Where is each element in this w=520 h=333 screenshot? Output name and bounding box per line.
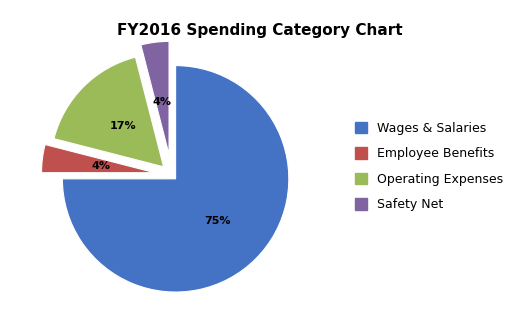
Text: 4%: 4% bbox=[91, 161, 110, 171]
Legend: Wages & Salaries, Employee Benefits, Operating Expenses, Safety Net: Wages & Salaries, Employee Benefits, Ope… bbox=[350, 117, 509, 216]
Wedge shape bbox=[141, 41, 169, 155]
Text: 17%: 17% bbox=[110, 122, 136, 132]
Wedge shape bbox=[62, 66, 289, 292]
Wedge shape bbox=[42, 145, 155, 173]
Wedge shape bbox=[54, 57, 164, 167]
Text: FY2016 Spending Category Chart: FY2016 Spending Category Chart bbox=[117, 23, 403, 38]
Text: 75%: 75% bbox=[204, 216, 231, 226]
Text: 4%: 4% bbox=[153, 97, 172, 107]
